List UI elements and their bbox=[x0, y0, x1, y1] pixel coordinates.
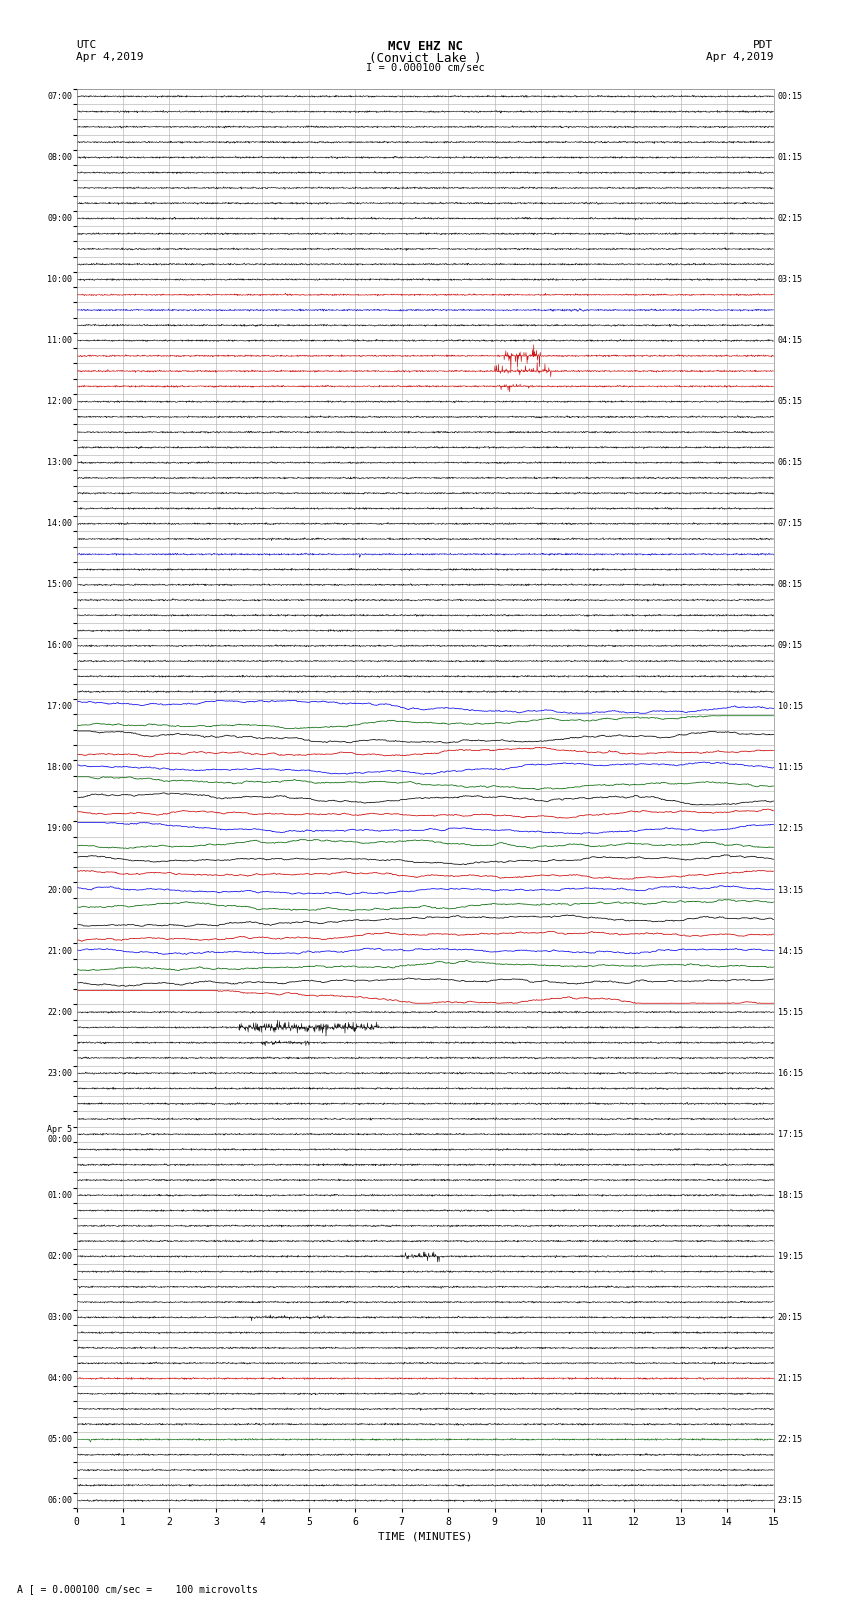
Text: 10:00: 10:00 bbox=[48, 274, 72, 284]
Text: 13:15: 13:15 bbox=[778, 886, 802, 895]
Text: 21:15: 21:15 bbox=[778, 1374, 802, 1382]
Text: A [ = 0.000100 cm/sec =    100 microvolts: A [ = 0.000100 cm/sec = 100 microvolts bbox=[17, 1584, 258, 1594]
Text: 11:00: 11:00 bbox=[48, 336, 72, 345]
Text: 12:15: 12:15 bbox=[778, 824, 802, 834]
Text: 07:00: 07:00 bbox=[48, 92, 72, 102]
Text: I = 0.000100 cm/sec: I = 0.000100 cm/sec bbox=[366, 63, 484, 73]
Text: 08:15: 08:15 bbox=[778, 581, 802, 589]
Text: 07:15: 07:15 bbox=[778, 519, 802, 527]
Text: 02:15: 02:15 bbox=[778, 215, 802, 223]
Text: 15:15: 15:15 bbox=[778, 1008, 802, 1016]
Text: 23:15: 23:15 bbox=[778, 1495, 802, 1505]
Text: 17:00: 17:00 bbox=[48, 702, 72, 711]
Text: PDT: PDT bbox=[753, 40, 774, 50]
Text: MCV EHZ NC: MCV EHZ NC bbox=[388, 40, 462, 53]
Text: 06:00: 06:00 bbox=[48, 1495, 72, 1505]
Text: 03:15: 03:15 bbox=[778, 274, 802, 284]
Text: 06:15: 06:15 bbox=[778, 458, 802, 468]
Text: 09:00: 09:00 bbox=[48, 215, 72, 223]
Text: 18:00: 18:00 bbox=[48, 763, 72, 773]
Text: 05:15: 05:15 bbox=[778, 397, 802, 406]
Text: 02:00: 02:00 bbox=[48, 1252, 72, 1261]
Text: 15:00: 15:00 bbox=[48, 581, 72, 589]
Text: 04:15: 04:15 bbox=[778, 336, 802, 345]
Text: 03:00: 03:00 bbox=[48, 1313, 72, 1323]
Text: 11:15: 11:15 bbox=[778, 763, 802, 773]
Text: 13:00: 13:00 bbox=[48, 458, 72, 468]
Text: 09:15: 09:15 bbox=[778, 642, 802, 650]
Text: 00:15: 00:15 bbox=[778, 92, 802, 102]
Text: UTC: UTC bbox=[76, 40, 97, 50]
Text: 17:15: 17:15 bbox=[778, 1129, 802, 1139]
Text: 20:15: 20:15 bbox=[778, 1313, 802, 1323]
Text: 10:15: 10:15 bbox=[778, 702, 802, 711]
Text: 22:00: 22:00 bbox=[48, 1008, 72, 1016]
Text: Apr 4,2019: Apr 4,2019 bbox=[76, 52, 144, 61]
Text: 16:15: 16:15 bbox=[778, 1069, 802, 1077]
Text: 22:15: 22:15 bbox=[778, 1436, 802, 1444]
Text: 19:15: 19:15 bbox=[778, 1252, 802, 1261]
Text: 16:00: 16:00 bbox=[48, 642, 72, 650]
Text: 04:00: 04:00 bbox=[48, 1374, 72, 1382]
Text: 20:00: 20:00 bbox=[48, 886, 72, 895]
Text: 18:15: 18:15 bbox=[778, 1190, 802, 1200]
Text: 05:00: 05:00 bbox=[48, 1436, 72, 1444]
Text: 14:15: 14:15 bbox=[778, 947, 802, 955]
X-axis label: TIME (MINUTES): TIME (MINUTES) bbox=[377, 1531, 473, 1542]
Text: 21:00: 21:00 bbox=[48, 947, 72, 955]
Text: 08:00: 08:00 bbox=[48, 153, 72, 161]
Text: 01:15: 01:15 bbox=[778, 153, 802, 161]
Text: (Convict Lake ): (Convict Lake ) bbox=[369, 52, 481, 65]
Text: 12:00: 12:00 bbox=[48, 397, 72, 406]
Text: 19:00: 19:00 bbox=[48, 824, 72, 834]
Text: 01:00: 01:00 bbox=[48, 1190, 72, 1200]
Text: 14:00: 14:00 bbox=[48, 519, 72, 527]
Text: Apr 4,2019: Apr 4,2019 bbox=[706, 52, 774, 61]
Text: 23:00: 23:00 bbox=[48, 1069, 72, 1077]
Text: Apr 5
00:00: Apr 5 00:00 bbox=[48, 1124, 72, 1144]
